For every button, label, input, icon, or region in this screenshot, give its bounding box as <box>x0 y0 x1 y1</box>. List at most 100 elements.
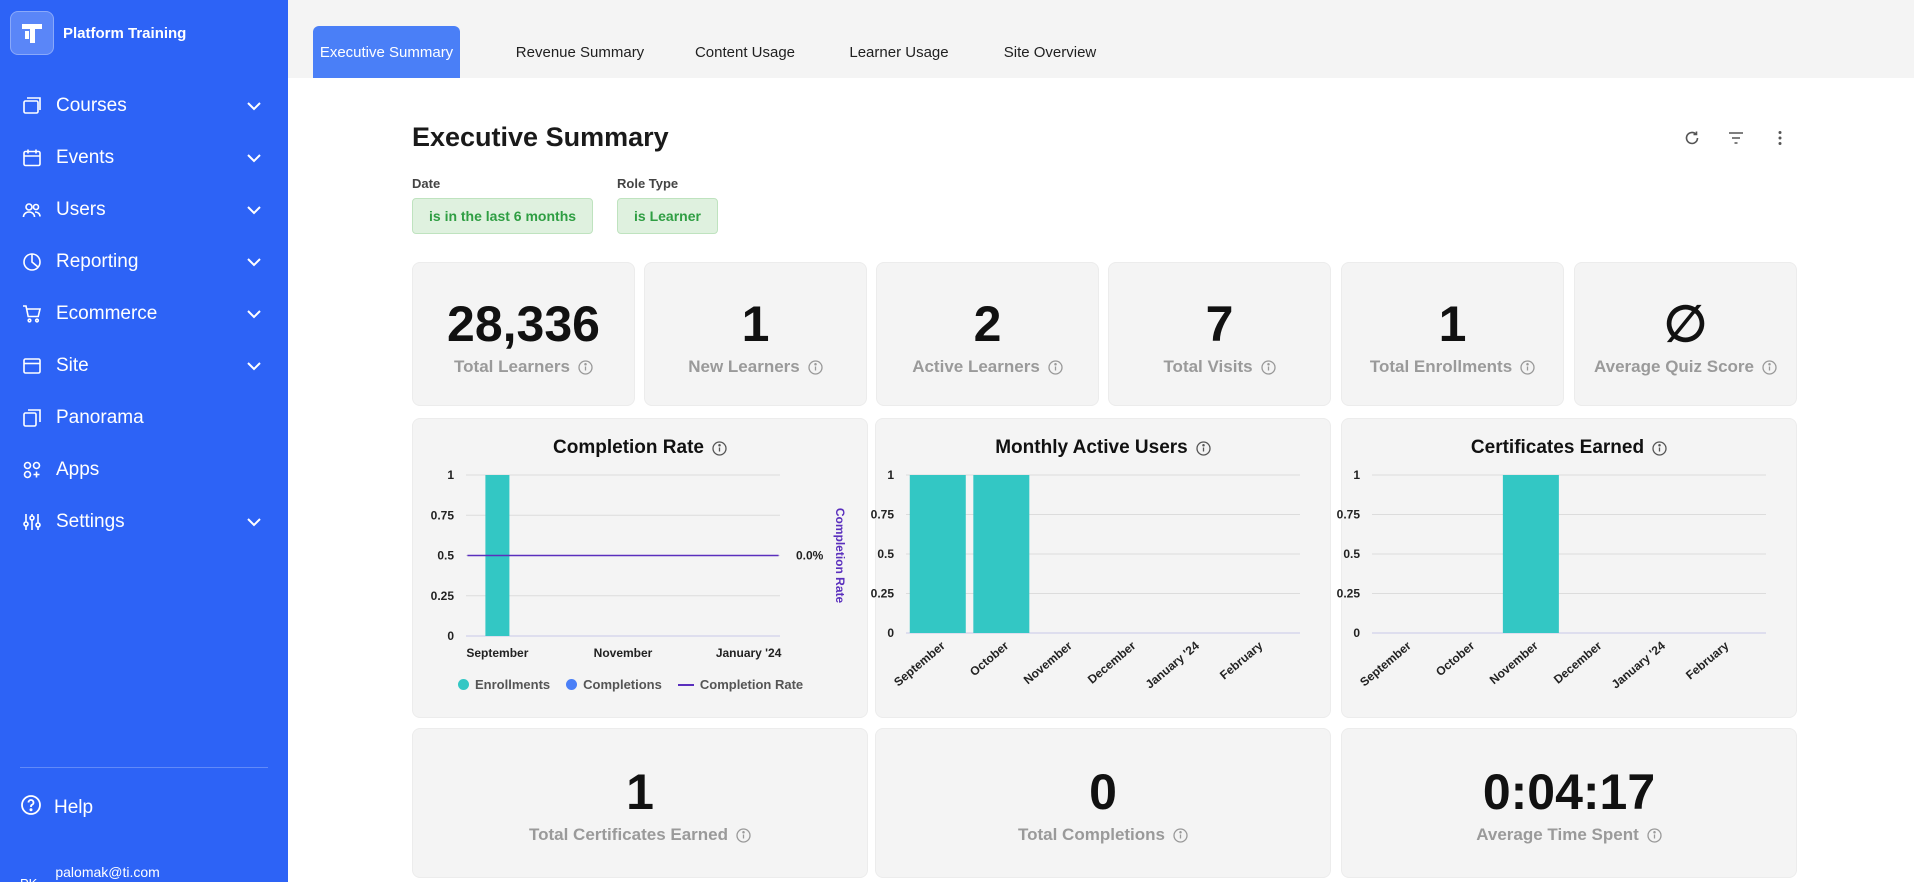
y-tick-label: 0.25 <box>871 587 895 601</box>
sidebar-item-apps[interactable]: Apps <box>0 444 288 496</box>
total-learners-value: 28,336 <box>447 296 600 352</box>
info-icon[interactable] <box>736 827 751 843</box>
y-tick-label: 0.5 <box>1343 547 1360 561</box>
legend-completion-rate-swatch <box>677 683 694 686</box>
info-icon[interactable] <box>1173 827 1188 843</box>
sidebar-divider <box>20 767 268 768</box>
more-options-icon[interactable] <box>1768 126 1792 150</box>
total-completions-card: 0 Total Completions <box>875 728 1331 878</box>
y-tick-label: 1 <box>1353 468 1360 482</box>
sidebar-item-panorama[interactable]: Panorama <box>0 392 288 444</box>
tab-bar: Executive Summary Revenue Summary Conten… <box>288 0 1914 78</box>
sidebar-item-courses[interactable]: Courses <box>0 80 288 132</box>
tab-site-overview[interactable]: Site Overview <box>1003 43 1097 61</box>
help-link[interactable]: Help <box>20 794 93 821</box>
legend-completion-rate[interactable]: Completion Rate <box>677 677 803 692</box>
brand[interactable]: Platform Training <box>10 11 186 55</box>
role-filter-label: Role Type <box>617 176 679 191</box>
legend-enrollments-swatch <box>458 679 469 690</box>
average-time-spent-label: Average Time Spent <box>1342 825 1796 845</box>
sidebar-item-label: Reporting <box>56 251 139 272</box>
user-initials: PK <box>20 876 37 882</box>
x-tick-label: September <box>891 638 948 689</box>
new-learners-card: 1 New Learners <box>644 262 867 406</box>
total-learners-card: 28,336 Total Learners <box>412 262 635 406</box>
monthly-active-users-title: Monthly Active Users <box>876 437 1330 459</box>
total-enrollments-card: 1 Total Enrollments <box>1341 262 1564 406</box>
y-tick-label: 0 <box>1353 626 1360 640</box>
new-learners-value: 1 <box>741 296 770 352</box>
calendar-icon <box>20 146 44 170</box>
active-learners-card: 2 Active Learners <box>876 262 1099 406</box>
sliders-icon <box>20 510 44 534</box>
average-time-spent-label-text: Average Time Spent <box>1476 825 1639 844</box>
users-icon <box>20 198 44 222</box>
info-icon[interactable] <box>1260 359 1276 375</box>
total-visits-card: 7 Total Visits <box>1108 262 1331 406</box>
sidebar-nav: Courses Events Users Reporting Ecommerce Site… <box>0 80 288 548</box>
sidebar-item-label: Site <box>56 355 89 376</box>
info-icon[interactable] <box>1652 440 1667 456</box>
tab-executive-summary[interactable]: Executive Summary <box>313 26 460 78</box>
courses-icon <box>20 94 44 118</box>
pie-chart-icon <box>20 250 44 274</box>
chevron-down-icon[interactable] <box>244 512 264 532</box>
average-quiz-score-value: ∅ <box>1663 296 1708 352</box>
sidebar-item-label: Courses <box>56 95 127 116</box>
sidebar-item-users[interactable]: Users <box>0 184 288 236</box>
info-icon[interactable] <box>808 359 823 375</box>
tab-learner-usage[interactable]: Learner Usage <box>849 43 949 61</box>
filter-icon[interactable] <box>1724 126 1748 150</box>
chevron-down-icon[interactable] <box>244 200 264 220</box>
user-menu[interactable]: PK palomak@ti.com <box>20 864 160 882</box>
certificates-earned-title-text: Certificates Earned <box>1470 437 1645 458</box>
chevron-down-icon[interactable] <box>244 96 264 116</box>
bar-certificates-earned <box>1502 475 1559 633</box>
sidebar: Platform Training Courses Events Users Repo… <box>0 0 288 882</box>
chevron-down-icon[interactable] <box>244 252 264 272</box>
refresh-icon[interactable] <box>1680 126 1704 150</box>
legend-completions[interactable]: Completions <box>566 677 662 692</box>
sidebar-item-ecommerce[interactable]: Ecommerce <box>0 288 288 340</box>
sidebar-item-reporting[interactable]: Reporting <box>0 236 288 288</box>
y-tick-label: 0.75 <box>1337 508 1361 522</box>
info-icon[interactable] <box>1762 359 1777 375</box>
chevron-down-icon[interactable] <box>244 356 264 376</box>
y-tick-label: 0.75 <box>431 508 455 522</box>
info-icon[interactable] <box>712 440 727 456</box>
completion-rate-title: Completion Rate <box>413 437 867 459</box>
bar-monthly-active-users <box>973 475 1030 633</box>
legend-enrollments[interactable]: Enrollments <box>458 677 550 692</box>
total-visits-label: Total Visits <box>1109 357 1330 377</box>
x-tick-label: January '24 <box>716 646 782 660</box>
info-icon[interactable] <box>578 359 593 375</box>
info-icon[interactable] <box>1520 359 1535 375</box>
total-enrollments-label: Total Enrollments <box>1342 357 1563 377</box>
info-icon[interactable] <box>1647 827 1662 843</box>
role-filter-chip[interactable]: is Learner <box>617 198 718 234</box>
info-icon[interactable] <box>1196 440 1211 456</box>
info-icon[interactable] <box>1048 359 1063 375</box>
certificates-earned-title: Certificates Earned <box>1342 437 1796 459</box>
help-label: Help <box>54 796 94 818</box>
sidebar-item-site[interactable]: Site <box>0 340 288 392</box>
cart-icon <box>20 302 44 326</box>
brand-name: Platform Training <box>63 24 187 42</box>
new-learners-label: New Learners <box>645 357 866 377</box>
chevron-down-icon[interactable] <box>244 148 264 168</box>
average-time-spent-card: 0:04:17 Average Time Spent <box>1341 728 1797 878</box>
date-filter-chip[interactable]: is in the last 6 months <box>412 198 594 234</box>
y-tick-label: 0.5 <box>877 547 894 561</box>
chevron-down-icon[interactable] <box>244 304 264 324</box>
completion-rate-title-text: Completion Rate <box>553 437 704 458</box>
sidebar-item-settings[interactable]: Settings <box>0 496 288 548</box>
average-time-spent-value: 0:04:17 <box>1482 764 1656 820</box>
x-tick-label: February <box>1217 638 1266 682</box>
total-learners-label-text: Total Learners <box>454 357 570 376</box>
total-enrollments-value: 1 <box>1438 296 1467 352</box>
tab-content-usage[interactable]: Content Usage <box>694 43 796 61</box>
sidebar-item-events[interactable]: Events <box>0 132 288 184</box>
tab-revenue-summary[interactable]: Revenue Summary <box>515 43 645 61</box>
total-completions-value: 0 <box>1089 764 1117 820</box>
